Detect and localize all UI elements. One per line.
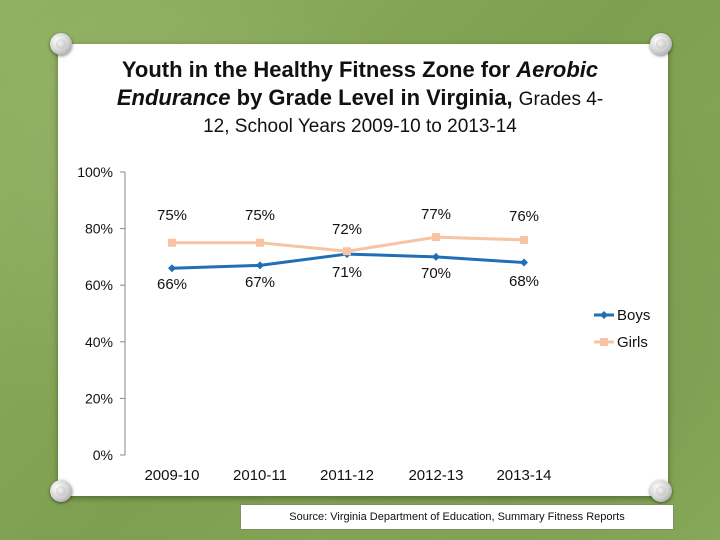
source-note: Source: Virginia Department of Education… xyxy=(240,504,674,530)
girls-point xyxy=(432,233,440,242)
boys-data-label: 70% xyxy=(421,265,451,282)
legend-marker xyxy=(600,311,608,319)
pushpin-icon xyxy=(50,480,72,502)
girls-data-label: 75% xyxy=(157,207,187,224)
x-tick-label: 2013-14 xyxy=(496,467,551,484)
boys-data-label: 67% xyxy=(245,274,275,291)
pushpin-icon xyxy=(650,33,672,55)
legend-label: Girls xyxy=(617,334,648,351)
girls-data-label: 77% xyxy=(421,206,451,223)
boys-point xyxy=(520,258,528,267)
boys-data-label: 68% xyxy=(509,273,539,290)
y-tick-label: 80% xyxy=(85,221,113,237)
girls-point xyxy=(520,235,528,244)
pushpin-icon xyxy=(50,33,72,55)
legend-marker xyxy=(600,338,608,346)
x-tick-label: 2010-11 xyxy=(233,467,287,484)
girls-data-label: 76% xyxy=(509,208,539,225)
x-tick-label: 2012-13 xyxy=(408,467,463,484)
legend-label: Boys xyxy=(617,307,650,324)
girls-data-label: 75% xyxy=(245,207,275,224)
boys-point xyxy=(168,264,176,273)
boys-data-label: 71% xyxy=(332,264,362,281)
y-tick-label: 20% xyxy=(85,390,113,406)
x-tick-label: 2011-12 xyxy=(320,467,374,484)
pushpin-icon xyxy=(650,480,672,502)
boys-data-label: 66% xyxy=(157,276,187,293)
y-tick-label: 0% xyxy=(93,447,113,463)
chart-title: Youth in the Healthy Fitness Zone for Ae… xyxy=(116,57,604,110)
girls-point xyxy=(256,238,264,247)
boys-point xyxy=(432,252,440,261)
girls-point xyxy=(168,238,176,247)
chart-card xyxy=(58,44,668,496)
x-tick-label: 2009-10 xyxy=(144,467,199,484)
y-tick-label: 100% xyxy=(77,164,113,180)
boys-point xyxy=(256,261,264,270)
chart-subtitle: 12, School Years 2009-10 to 2013-14 xyxy=(203,116,517,137)
girls-data-label: 72% xyxy=(332,221,362,238)
y-tick-label: 60% xyxy=(85,277,113,293)
y-tick-label: 40% xyxy=(85,334,113,350)
girls-point xyxy=(343,247,351,256)
